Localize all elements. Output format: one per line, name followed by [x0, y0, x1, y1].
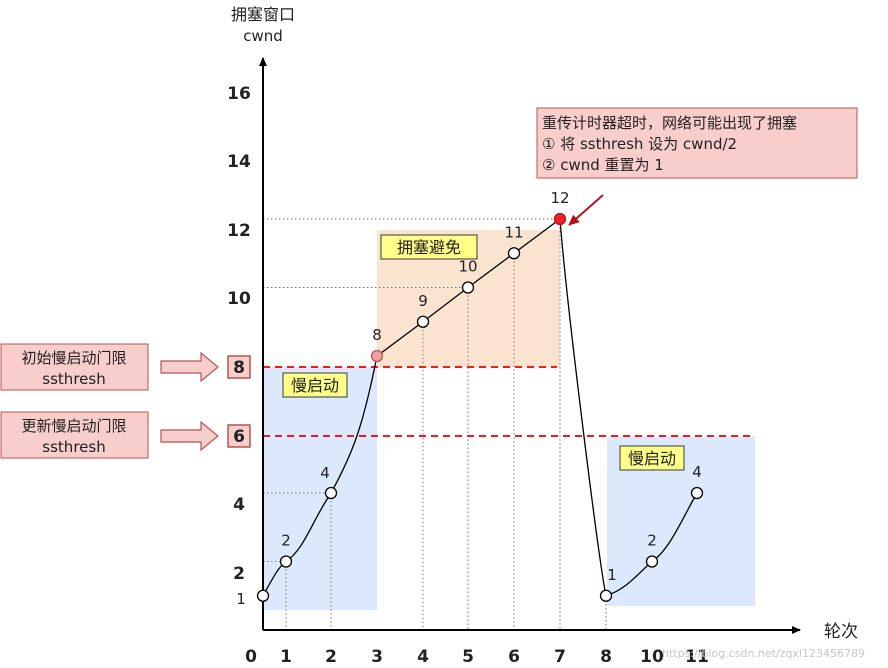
y-tick-label: 8 [233, 358, 245, 378]
y-tick-label: 16 [227, 84, 251, 104]
timeout-pointer-arrow [568, 194, 604, 226]
data-point [599, 589, 613, 602]
data-point-label: 2 [281, 532, 291, 550]
data-point-label: 4 [320, 464, 330, 482]
data-point [461, 281, 475, 294]
slow-start-region-1 [263, 367, 377, 610]
y-tick-label: 6 [233, 427, 245, 447]
data-point-label: 1 [236, 590, 246, 608]
slow-start-label-1: 慢启动 [282, 372, 348, 398]
data-point [645, 555, 659, 568]
data-point-label: 9 [418, 292, 428, 310]
y-tick-threshold-8: 8 [227, 355, 251, 379]
x-tick-label: 5 [462, 647, 474, 667]
data-point [553, 212, 567, 226]
congestion-avoidance-label: 拥塞避免 [380, 234, 478, 260]
data-point [416, 315, 430, 328]
x-tick-label: 10 [640, 647, 664, 667]
slow-start-label-text: 慢启动 [291, 376, 339, 395]
timeout-callout: 重传计时器超时，网络可能出现了拥塞 ① 将 ssthresh 设为 cwnd/2… [536, 107, 858, 179]
timeout-callout-line1: 重传计时器超时，网络可能出现了拥塞 [542, 114, 797, 132]
x-tick-label: 3 [371, 647, 383, 667]
slow-start-label-2: 慢启动 [619, 445, 685, 471]
y-tick-label: 14 [227, 152, 251, 172]
data-point-label: 8 [372, 326, 382, 344]
updated-ssthresh-callout: 更新慢启动门限 ssthresh [0, 411, 149, 459]
x-tick-label: 6 [508, 647, 520, 667]
x-tick-label: 8 [600, 647, 612, 667]
initial-ssthresh-arrow [160, 351, 219, 383]
updated-ssthresh-arrow [160, 420, 219, 452]
data-point [690, 486, 704, 500]
data-point-label: 11 [504, 223, 523, 241]
data-point [256, 589, 270, 602]
x-axis-title: 轮次 [824, 622, 858, 642]
data-point [370, 349, 384, 363]
updated-callout-line1: 更新慢启动门限 [21, 417, 126, 435]
y-tick-label: 10 [227, 289, 251, 309]
watermark: https://blog.csdn.net/zqxl123456789 [662, 647, 865, 660]
y-tick-label: 12 [227, 221, 251, 241]
y-axis-title-line2: cwnd [243, 27, 283, 45]
initial-ssthresh-callout: 初始慢启动门限 ssthresh [0, 343, 149, 391]
x-tick-label: 2 [325, 647, 337, 667]
guide-lines [263, 218, 607, 630]
x-tick-label: 11 [685, 647, 709, 667]
data-point-label: 10 [458, 258, 477, 276]
updated-callout-line2: ssthresh [42, 438, 105, 456]
x-tick-label: 4 [417, 647, 429, 667]
data-point-label: 1 [607, 566, 617, 584]
y-tick-label: 4 [233, 495, 245, 515]
data-point [324, 486, 338, 500]
data-point [279, 555, 293, 568]
y-axis-title-line1: 拥塞窗口 [231, 5, 295, 24]
y-tick-label: 2 [233, 564, 245, 584]
x-tick-label: 7 [554, 647, 566, 667]
data-point [507, 247, 521, 260]
origin-label: 0 [245, 647, 257, 667]
y-tick-threshold-6: 6 [227, 424, 251, 448]
data-point-label: 12 [550, 189, 569, 207]
initial-callout-line2: ssthresh [42, 370, 105, 388]
congestion-avoidance-label-text: 拥塞避免 [397, 238, 461, 257]
cwnd-series-line [262, 217, 698, 597]
data-point-label: 2 [647, 532, 657, 550]
slow-start-label-text: 慢启动 [628, 449, 676, 468]
timeout-callout-line2: ① 将 ssthresh 设为 cwnd/2 [542, 135, 737, 153]
data-point-label: 4 [692, 463, 702, 481]
timeout-callout-line3: ② cwnd 重置为 1 [542, 156, 664, 174]
x-tick-label: 1 [280, 647, 292, 667]
initial-callout-line1: 初始慢启动门限 [21, 349, 126, 367]
